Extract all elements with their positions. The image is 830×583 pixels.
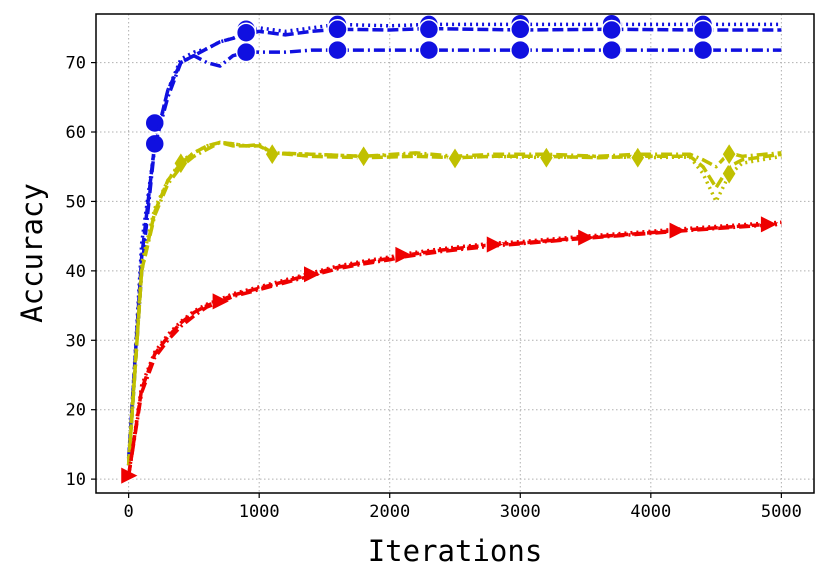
y-tick-label: 20 (66, 401, 86, 421)
series-line (126, 221, 782, 476)
series-line (126, 220, 782, 476)
circle-marker (601, 39, 622, 61)
series-8 (126, 222, 782, 476)
series-9 (126, 220, 782, 476)
diamond-marker (721, 142, 737, 167)
circle-marker (418, 19, 440, 40)
series-7 (120, 214, 782, 486)
y-tick-label: 30 (66, 331, 86, 351)
series-line (126, 22, 782, 466)
diamond-marker (721, 161, 737, 186)
series-line (126, 26, 782, 459)
diamond-marker (447, 146, 463, 171)
circle-marker (418, 39, 440, 61)
y-axis-label: Accuracy (15, 183, 49, 323)
triangle-marker (211, 291, 232, 312)
circle-marker (235, 41, 257, 63)
x-axis-ticks: 0 1000 2000 3000 4000 5000 (124, 493, 802, 522)
y-tick-label: 10 (66, 470, 86, 490)
circle-marker (327, 39, 348, 61)
x-tick-label: 0 (124, 502, 134, 522)
series-5 (126, 140, 782, 466)
series-2 (126, 19, 782, 459)
x-axis-label: Iterations (368, 534, 543, 568)
x-tick-label: 5000 (761, 502, 802, 522)
y-tick-label: 60 (66, 123, 86, 143)
y-tick-label: 40 (66, 262, 86, 282)
series-line (126, 48, 782, 466)
series-line (126, 222, 782, 476)
circle-marker (235, 22, 257, 43)
grid-lines (96, 14, 814, 493)
x-tick-label: 4000 (630, 502, 671, 522)
diamond-marker (630, 145, 646, 170)
circle-marker (692, 39, 714, 61)
y-tick-label: 70 (66, 54, 86, 74)
diamond-marker (355, 144, 372, 169)
series-layer (120, 14, 782, 486)
series-3 (126, 39, 782, 466)
circle-marker (510, 19, 531, 40)
triangle-marker (302, 264, 323, 285)
x-tick-label: 2000 (369, 502, 410, 522)
circle-marker (601, 19, 622, 41)
circle-marker (692, 19, 714, 41)
series-1 (126, 14, 782, 466)
y-axis-ticks: 10 20 30 40 50 60 70 (66, 54, 96, 490)
series-6 (126, 140, 782, 466)
y-tick-label: 50 (66, 192, 86, 212)
circle-marker (510, 39, 531, 61)
x-tick-label: 1000 (239, 502, 280, 522)
series-line (126, 140, 782, 466)
diamond-marker (538, 145, 555, 170)
circle-marker (327, 19, 348, 40)
x-tick-label: 3000 (500, 502, 541, 522)
plot-frame (95, 13, 815, 494)
series-line (126, 140, 782, 466)
